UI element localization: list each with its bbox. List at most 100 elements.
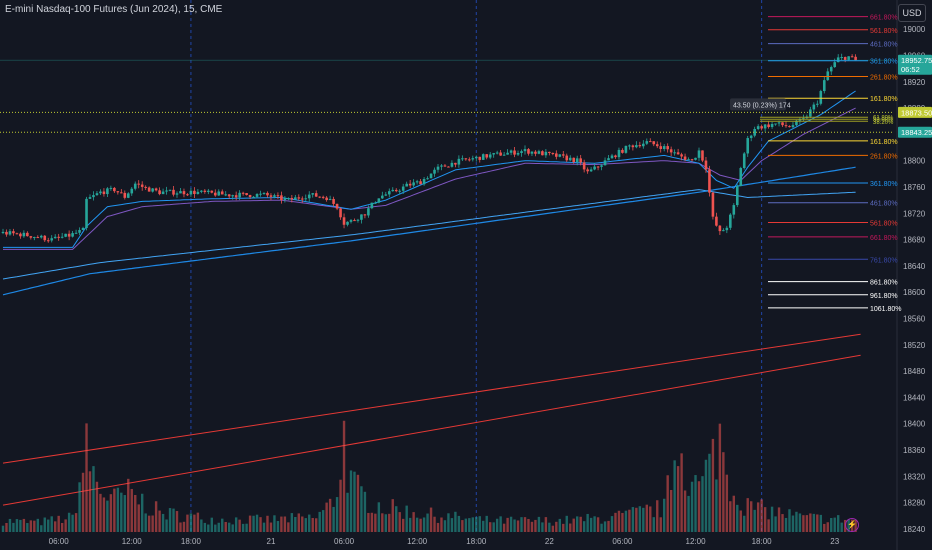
candle	[57, 236, 60, 238]
candle	[29, 236, 33, 238]
candle	[829, 67, 833, 72]
candle	[729, 214, 732, 228]
candle	[193, 190, 196, 195]
volume-bar	[356, 474, 360, 532]
lightning-icon[interactable]: ⚡	[845, 518, 859, 532]
candle	[297, 197, 301, 199]
candle	[200, 190, 203, 192]
ma-slow2-line	[2, 189, 856, 280]
candle	[283, 198, 287, 200]
volume-bar	[415, 517, 419, 532]
candle	[280, 195, 283, 200]
candle	[304, 198, 308, 200]
volume-bar	[315, 518, 318, 532]
volume-bar	[26, 523, 29, 532]
currency-button[interactable]: USD	[898, 4, 926, 22]
candle	[614, 155, 617, 158]
candle	[381, 195, 384, 199]
volume-bar	[304, 518, 307, 532]
candle	[92, 195, 95, 198]
volume-bar	[429, 507, 433, 532]
volume-bar	[203, 522, 207, 532]
candle	[735, 186, 739, 206]
candle	[443, 165, 447, 167]
volume-bar	[676, 466, 680, 532]
candle	[269, 195, 273, 197]
volume-bar	[576, 516, 579, 532]
candle	[220, 191, 224, 195]
candle	[360, 214, 363, 220]
candle	[332, 198, 335, 204]
candle	[694, 157, 697, 160]
volume-bar	[816, 514, 819, 532]
volume-bar	[457, 515, 461, 532]
volume-bar	[363, 491, 367, 532]
candle	[186, 194, 189, 196]
fib-level-label: 561.80%	[870, 28, 898, 35]
y-tick-label: 18600	[903, 288, 926, 297]
candle	[579, 158, 582, 163]
volume-bar	[74, 513, 78, 532]
candle	[116, 191, 120, 193]
volume-bar	[311, 517, 314, 532]
candle	[168, 189, 172, 191]
volume-bar	[777, 507, 781, 532]
volume-bar	[200, 519, 203, 532]
candle	[426, 178, 429, 180]
candle	[349, 220, 353, 222]
volume-bar	[245, 523, 248, 532]
volume-bar	[102, 497, 106, 532]
y-tick-label: 18920	[903, 78, 926, 87]
volume-bar	[165, 519, 168, 532]
volume-bar	[370, 512, 374, 532]
volume-bar	[154, 501, 158, 532]
candle	[374, 202, 377, 204]
volume-bar	[509, 516, 513, 532]
candle	[367, 208, 370, 216]
candle	[725, 227, 729, 231]
volume-bar	[374, 513, 377, 532]
candle	[586, 169, 589, 172]
volume-bar	[22, 518, 26, 532]
volume-bar	[837, 515, 840, 532]
price-tag-label: 18843.25	[901, 128, 932, 137]
volume-bar	[64, 519, 67, 532]
volume-bar	[600, 523, 603, 532]
candle	[137, 183, 141, 185]
x-tick-label: 21	[267, 537, 276, 546]
candle	[95, 193, 99, 196]
volume-bar	[454, 511, 457, 532]
volume-bar	[489, 522, 492, 532]
candle	[763, 124, 767, 129]
fib-mid-label: 38.20%	[873, 120, 894, 126]
candle	[363, 214, 367, 216]
candle	[624, 145, 628, 153]
candle	[78, 230, 81, 233]
candle	[217, 191, 221, 196]
volume-bar	[555, 521, 558, 532]
candle	[746, 138, 750, 154]
candle	[718, 225, 722, 232]
fib-level-label: 561.80%	[870, 220, 898, 227]
candle	[39, 235, 43, 238]
volume-bar	[321, 510, 325, 532]
candle	[635, 145, 638, 148]
volume-bar	[57, 515, 60, 532]
volume-bar	[419, 518, 422, 532]
volume-bar	[214, 524, 217, 532]
volume-bar	[645, 504, 648, 532]
volume-bar	[276, 521, 280, 532]
volume-bar	[770, 506, 774, 532]
volume-bar	[29, 520, 33, 532]
candle	[843, 57, 847, 60]
candle	[394, 189, 398, 192]
candle	[182, 191, 186, 195]
volume-bar	[179, 522, 182, 532]
volume-bar	[395, 506, 398, 532]
volume-bar	[788, 509, 791, 532]
candle	[812, 104, 816, 110]
candle	[74, 232, 78, 234]
volume-bar	[349, 470, 353, 532]
